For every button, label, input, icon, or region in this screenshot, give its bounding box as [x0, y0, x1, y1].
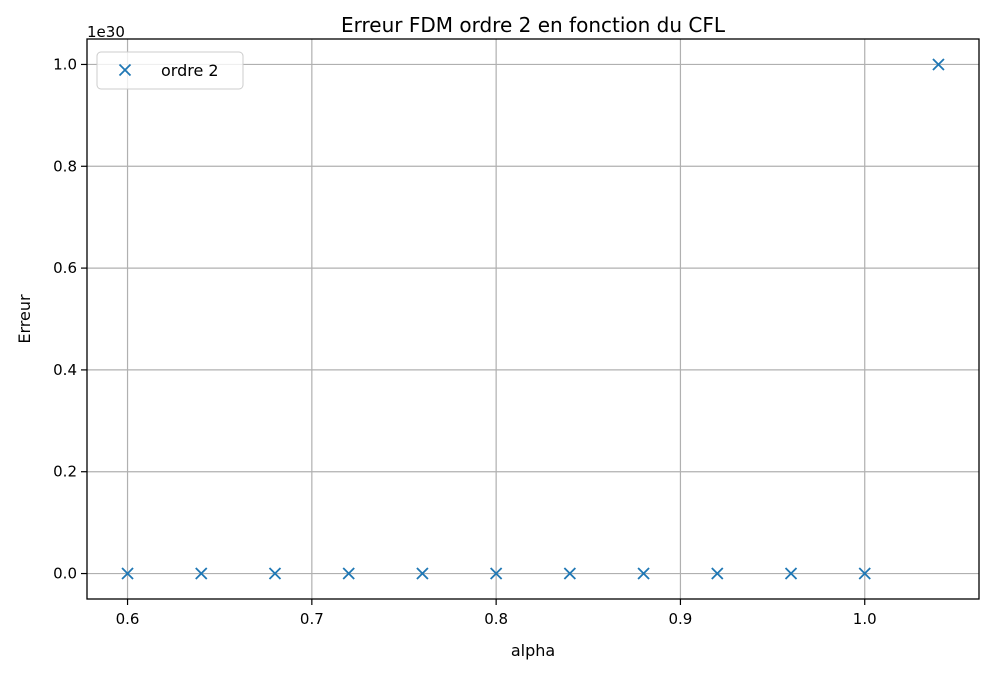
y-tick-label: 1.0 [53, 55, 77, 73]
y-axis-label: Erreur [15, 294, 34, 344]
grid [87, 39, 979, 599]
data-point [195, 567, 208, 580]
y-axis-offset-label: 1e30 [87, 23, 125, 41]
chart-title: Erreur FDM ordre 2 en fonction du CFL [341, 13, 726, 37]
legend: ordre 2 [96, 51, 244, 90]
y-tick-label: 0.4 [53, 361, 77, 379]
x-tick-label: 0.9 [669, 610, 693, 628]
data-point [784, 567, 798, 580]
data-point [563, 567, 576, 580]
y-tick-label: 0.8 [53, 157, 77, 175]
x-tick-label: 0.6 [116, 610, 140, 628]
y-tick-label: 0.2 [53, 463, 77, 481]
data-point [637, 567, 650, 580]
x-axis-label: alpha [511, 641, 555, 660]
data-point [121, 567, 134, 580]
legend-label-ordre-2: ordre 2 [161, 61, 219, 80]
data-point [711, 567, 724, 580]
x-tick-label: 1.0 [853, 610, 877, 628]
data-point [342, 567, 355, 580]
legend-marker-x [118, 63, 132, 77]
ticks: 0.6 0.7 0.8 0.9 1.0 0.0 0.2 0.4 0.6 0.8 1.0 [53, 55, 877, 628]
data-point [858, 567, 871, 580]
x-tick-label: 0.8 [484, 610, 508, 628]
data-point [932, 58, 945, 71]
x-tick-label: 0.7 [300, 610, 324, 628]
y-tick-label: 0.6 [53, 259, 77, 277]
data-point [268, 567, 282, 580]
data-point [416, 567, 429, 580]
plot-frame [86, 38, 980, 600]
y-tick-label: 0.0 [53, 565, 77, 583]
legend-marker-ordre-2 [118, 63, 132, 77]
data-points [121, 58, 945, 580]
data-point [490, 567, 503, 580]
legend-box [96, 51, 244, 90]
